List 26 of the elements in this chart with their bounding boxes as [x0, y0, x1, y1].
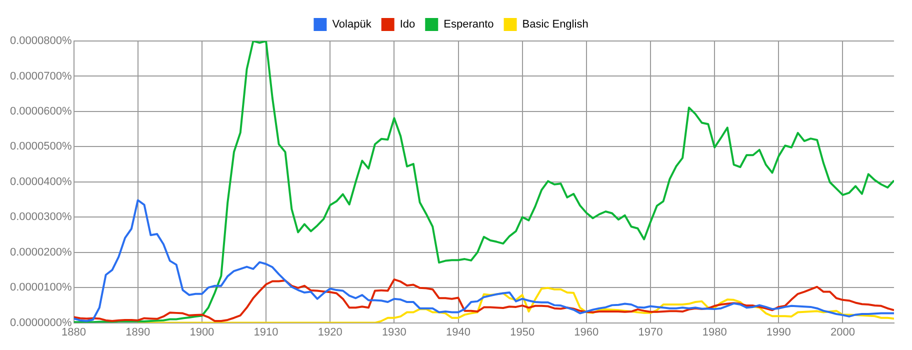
legend-label: Volapük — [332, 18, 372, 31]
y-tick-label: 0.0000600% — [10, 105, 72, 118]
y-tick-label: 0.0000700% — [10, 70, 72, 82]
y-tick-label: 0.0000800% — [10, 35, 72, 48]
x-tick-label: 1910 — [254, 326, 278, 338]
x-tick-label: 1930 — [382, 326, 406, 338]
x-tick-label: 1960 — [574, 326, 599, 338]
legend-label: Ido — [400, 18, 416, 31]
x-tick-label: 1980 — [702, 326, 727, 338]
x-tick-label: 1920 — [318, 326, 342, 338]
x-tick-label: 1880 — [62, 326, 86, 338]
legend-label: Esperanto — [444, 18, 494, 31]
y-tick-label: 0.0000300% — [10, 211, 72, 224]
x-tick-label: 1970 — [638, 326, 663, 338]
x-tick-label: 1940 — [446, 326, 470, 338]
y-tick-label: 0.0000200% — [10, 246, 72, 258]
x-tick-label: 1890 — [126, 326, 150, 338]
x-tick-label: 1950 — [510, 326, 535, 338]
x-tick-label: 1990 — [766, 326, 791, 338]
x-tick-label: 1900 — [190, 326, 214, 338]
y-tick-label: 0.0000100% — [10, 282, 72, 294]
y-tick-label: 0.0000000% — [10, 316, 72, 329]
x-tick-label: 2000 — [830, 326, 855, 338]
y-tick-label: 0.0000500% — [10, 140, 72, 153]
y-tick-label: 0.0000400% — [10, 176, 72, 188]
legend-label: Basic English — [522, 18, 588, 31]
